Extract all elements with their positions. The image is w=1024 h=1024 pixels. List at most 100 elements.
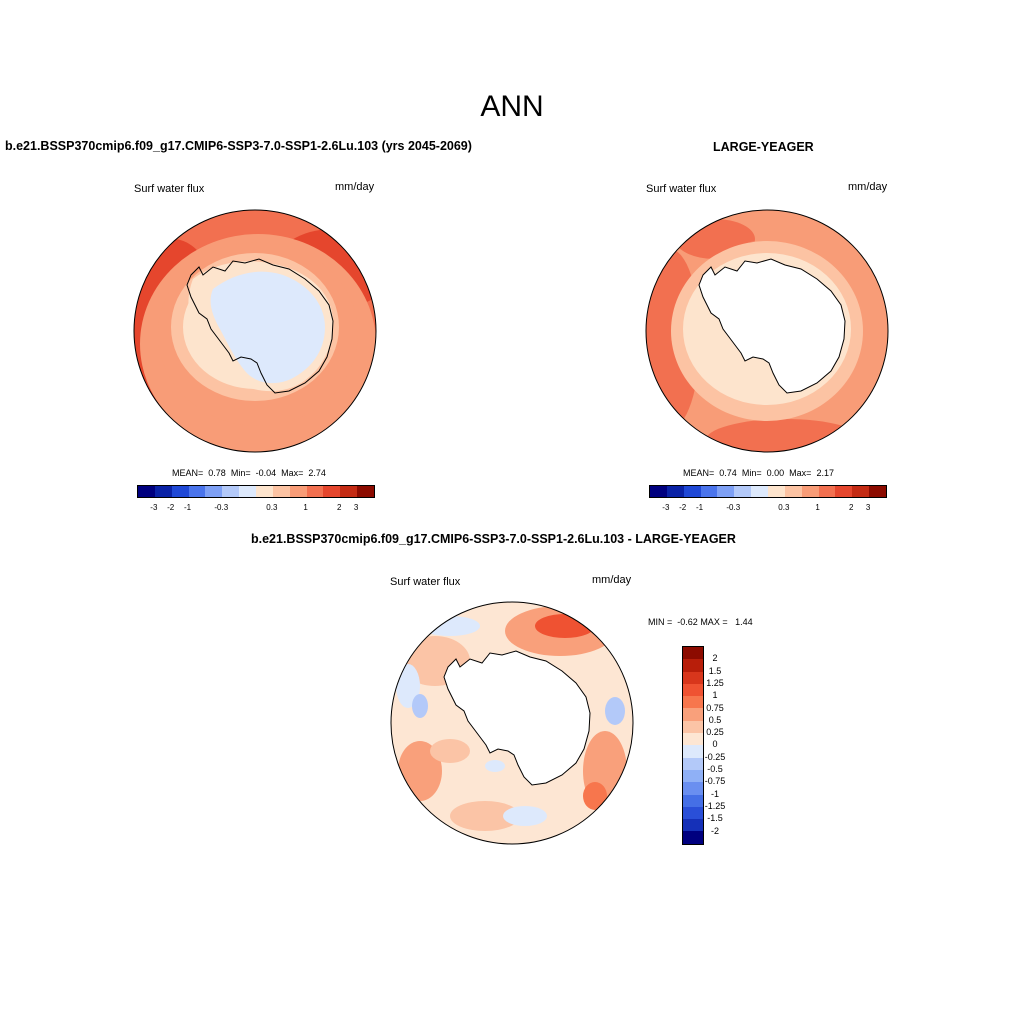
- panel-3-units-label: mm/day: [592, 574, 632, 586]
- colorbar-swatch: [650, 486, 667, 497]
- panel-2-colorbar: [649, 485, 887, 498]
- colorbar-swatch: [306, 486, 324, 497]
- colorbar-swatch: [683, 782, 703, 795]
- panel-1-colorbar-ticks: -3 -2 -1 -0.3 0.3 1 2 3: [137, 503, 373, 515]
- panel-3-min-value: -0.62: [677, 617, 698, 627]
- figure-title: ANN: [480, 90, 544, 123]
- panel-1-antarctica-coastline: [186, 258, 334, 394]
- panel-2-antarctica-coastline: [698, 258, 846, 394]
- panel-3-max-label: MAX =: [700, 617, 728, 627]
- colorbar-swatch: [666, 486, 684, 497]
- panel-3-max-value: 1.44: [735, 617, 753, 627]
- panel-2-map: [645, 209, 889, 453]
- colorbar-swatch: [683, 683, 703, 697]
- panel-1-stats: MEAN= 0.78 Min= -0.04 Max= 2.74: [172, 468, 326, 478]
- panel-2-max-label: Max=: [789, 468, 812, 478]
- colorbar-swatch: [205, 486, 223, 497]
- panel-2-max-value: 2.17: [816, 468, 834, 478]
- colorbar-swatch: [683, 806, 703, 820]
- colorbar-tick-label: 1.5: [708, 665, 722, 676]
- panel-2-variable-label: Surf water flux: [646, 183, 717, 195]
- colorbar-tick-label: 0.3: [778, 503, 790, 512]
- colorbar-tick-label: 0.25: [706, 727, 724, 738]
- colorbar-swatch: [683, 745, 703, 758]
- colorbar-tick-label: 0.3: [266, 503, 278, 512]
- colorbar-swatch: [683, 794, 703, 807]
- panel-3-min-label: MIN =: [648, 617, 673, 627]
- colorbar-swatch: [683, 659, 703, 672]
- colorbar-tick-label: 1: [815, 503, 820, 512]
- colorbar-swatch: [784, 486, 802, 497]
- colorbar-swatch: [717, 486, 735, 497]
- panel-3-stats: MIN = -0.62 MAX = 1.44: [648, 617, 753, 627]
- panel-3-antarctica-coastline: [443, 650, 591, 786]
- colorbar-tick-label: -0.5: [707, 764, 723, 774]
- colorbar-tick-label: 0.75: [706, 702, 724, 713]
- panel-1-max-value: 2.74: [308, 468, 326, 478]
- panel-3-map: [390, 601, 634, 845]
- colorbar-tick-label: 1: [712, 690, 718, 701]
- panel-1-colorbar: [137, 485, 375, 498]
- colorbar-swatch: [683, 733, 703, 746]
- panel-3-title: b.e21.BSSP370cmip6.f09_g17.CMIP6-SSP3-7.…: [251, 532, 736, 546]
- colorbar-tick-label: -1.25: [704, 800, 726, 811]
- colorbar-tick-label: -2: [679, 503, 687, 512]
- panel-1-min-value: -0.04: [255, 468, 277, 478]
- colorbar-swatch: [734, 486, 752, 497]
- colorbar-swatch: [683, 757, 703, 770]
- colorbar-swatch: [154, 486, 172, 497]
- colorbar-tick-label: 0: [712, 739, 718, 750]
- colorbar-tick-label: -0.25: [704, 751, 726, 762]
- panel-2-colorbar-ticks: -3 -2 -1 -0.3 0.3 1 2 3: [649, 503, 885, 515]
- colorbar-tick-label: -0.3: [726, 503, 741, 512]
- colorbar-tick-label: -2: [710, 825, 720, 836]
- colorbar-swatch: [289, 486, 307, 497]
- colorbar-swatch: [835, 486, 853, 497]
- colorbar-tick-label: -1.5: [707, 813, 723, 824]
- colorbar-swatch: [357, 486, 375, 497]
- colorbar-tick-label: -1: [184, 503, 192, 512]
- colorbar-swatch: [683, 671, 703, 684]
- colorbar-swatch: [138, 486, 155, 497]
- colorbar-swatch: [683, 696, 703, 709]
- colorbar-swatch: [272, 486, 290, 497]
- colorbar-swatch: [239, 486, 257, 497]
- colorbar-swatch: [683, 819, 703, 832]
- panel-2-units-label: mm/day: [848, 181, 888, 193]
- panel-1-mean-label: MEAN=: [172, 468, 204, 478]
- colorbar-swatch: [683, 647, 703, 660]
- panel-3-colorbar-ticks: 2 1.5 1.25 1 0.75 0.5 0.25 0 -0.25 -0.5 -0.75 -1 -1.…: [703, 646, 733, 846]
- colorbar-tick-label: -1: [710, 788, 720, 799]
- colorbar-swatch: [801, 486, 819, 497]
- colorbar-tick-label: -3: [662, 503, 670, 512]
- colorbar-tick-label: 0.5: [708, 714, 722, 725]
- panel-1-title: b.e21.BSSP370cmip6.f09_g17.CMIP6-SSP3-7.…: [5, 139, 472, 153]
- colorbar-tick-label: 2: [712, 653, 718, 664]
- panel-3-colorbar: [682, 646, 704, 845]
- panel-2-min-value: 0.00: [766, 468, 785, 478]
- colorbar-swatch: [818, 486, 836, 497]
- colorbar-swatch: [751, 486, 769, 497]
- colorbar-tick-label: 1.25: [706, 677, 724, 688]
- colorbar-swatch: [171, 486, 189, 497]
- colorbar-tick-label: 2: [849, 503, 854, 512]
- panel-1-max-label: Max=: [281, 468, 304, 478]
- colorbar-swatch: [323, 486, 341, 497]
- colorbar-swatch: [188, 486, 206, 497]
- colorbar-tick-label: 2: [337, 503, 342, 512]
- panel-2-stats: MEAN= 0.74 Min= 0.00 Max= 2.17: [683, 468, 834, 478]
- panel-2-mean-label: MEAN=: [683, 468, 715, 478]
- panel-1-units-label: mm/day: [335, 181, 375, 193]
- panel-3-variable-label: Surf water flux: [390, 576, 461, 588]
- colorbar-tick-label: 1: [303, 503, 308, 512]
- colorbar-swatch: [683, 486, 701, 497]
- colorbar-swatch: [256, 486, 273, 497]
- panel-1-mean-value: 0.78: [208, 468, 226, 478]
- colorbar-tick-label: -0.75: [704, 776, 726, 787]
- colorbar-swatch: [683, 769, 703, 783]
- panel-2-min-label: Min=: [741, 468, 762, 478]
- panel-2-mean-value: 0.74: [719, 468, 737, 478]
- colorbar-swatch: [700, 486, 718, 497]
- colorbar-tick-label: -0.3: [214, 503, 229, 512]
- panel-1-variable-label: Surf water flux: [134, 183, 205, 195]
